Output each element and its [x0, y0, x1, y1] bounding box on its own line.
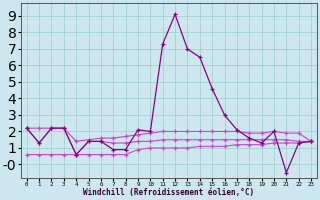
X-axis label: Windchill (Refroidissement éolien,°C): Windchill (Refroidissement éolien,°C) — [83, 188, 254, 197]
